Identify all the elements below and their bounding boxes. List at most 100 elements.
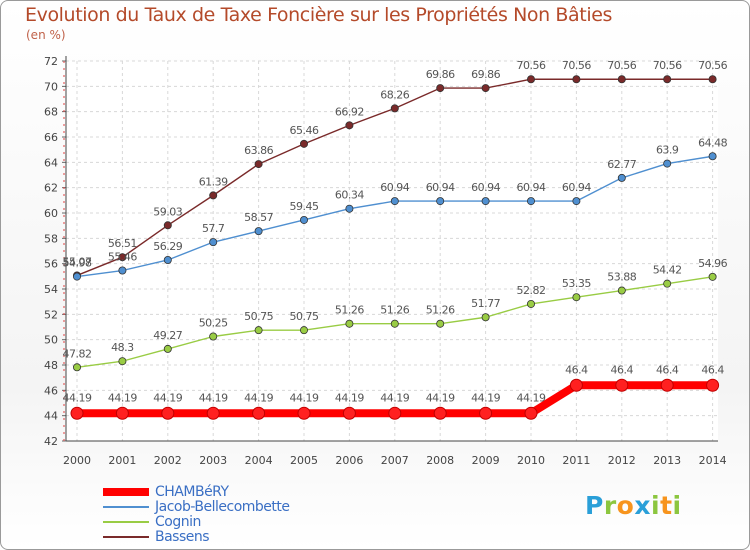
y-tick-label: 60 <box>44 207 58 220</box>
data-point <box>163 344 172 353</box>
data-label: 44.19 <box>199 391 228 404</box>
data-point <box>73 363 82 372</box>
x-tick-label: 2014 <box>699 454 727 467</box>
legend-swatch <box>103 488 149 496</box>
data-label: 46.4 <box>565 363 588 376</box>
y-tick-label: 52 <box>44 308 58 321</box>
data-label: 46.4 <box>656 363 679 376</box>
x-tick-label: 2002 <box>154 454 182 467</box>
y-tick-label: 66 <box>44 131 58 144</box>
data-label: 69.86 <box>426 68 455 81</box>
y-tick-label: 64 <box>44 156 58 169</box>
legend-item: Bassens <box>103 529 363 545</box>
data-point <box>660 378 674 392</box>
data-point <box>390 104 399 113</box>
x-tick-label: 2010 <box>517 454 545 467</box>
y-tick-label: 48 <box>44 359 58 372</box>
data-point <box>527 75 536 84</box>
data-point <box>615 378 629 392</box>
data-point <box>299 326 308 335</box>
data-label: 44.19 <box>335 391 364 404</box>
data-label: 60.94 <box>517 181 546 194</box>
data-label: 50.75 <box>244 310 273 323</box>
data-label: 44.19 <box>108 391 137 404</box>
x-tick-label: 2012 <box>608 454 636 467</box>
data-label: 63.9 <box>656 144 679 157</box>
logo-letter: r <box>603 491 617 520</box>
data-label: 44.19 <box>380 391 409 404</box>
data-point <box>479 406 493 420</box>
legend-label: Cognin <box>155 514 201 530</box>
data-point <box>206 406 220 420</box>
data-point <box>572 197 581 206</box>
y-tick-label: 68 <box>44 106 58 119</box>
data-label: 56.51 <box>108 237 137 250</box>
logo-letter: x <box>634 491 651 520</box>
data-point <box>254 160 263 169</box>
y-tick-label: 58 <box>44 232 58 245</box>
data-label: 56.29 <box>153 240 182 253</box>
data-point <box>663 279 672 288</box>
data-point <box>527 299 536 308</box>
logo-letter: o <box>616 491 635 520</box>
data-label: 70.56 <box>607 59 636 72</box>
legend-swatch <box>103 536 149 538</box>
x-tick-label: 2006 <box>335 454 363 467</box>
data-point <box>527 197 536 206</box>
data-label: 51.26 <box>380 304 409 317</box>
data-label: 64.48 <box>698 136 727 149</box>
data-label: 44.19 <box>63 391 92 404</box>
data-label: 60.94 <box>426 181 455 194</box>
data-label: 50.25 <box>199 317 228 330</box>
data-point <box>708 75 717 84</box>
data-point <box>209 332 218 341</box>
legend-label: CHAMBéRY <box>155 484 229 500</box>
data-point <box>299 215 308 224</box>
legend-item: Jacob-Bellecombette <box>103 499 363 515</box>
data-label: 63.86 <box>244 144 273 157</box>
data-label: 44.19 <box>471 391 500 404</box>
data-point <box>70 406 84 420</box>
data-label: 49.27 <box>153 329 182 342</box>
data-point <box>209 238 218 247</box>
data-point <box>115 406 129 420</box>
data-label: 44.19 <box>426 391 455 404</box>
data-label: 51.77 <box>471 297 500 310</box>
data-point <box>345 121 354 130</box>
data-point <box>481 313 490 322</box>
data-label: 69.86 <box>471 68 500 81</box>
data-point <box>388 406 402 420</box>
logo-letter: i <box>672 491 682 520</box>
y-tick-label: 72 <box>44 55 58 68</box>
data-label: 46.4 <box>611 363 634 376</box>
legend-swatch <box>103 521 149 523</box>
data-point <box>254 227 263 236</box>
data-point <box>163 221 172 230</box>
data-label: 59.45 <box>290 200 319 213</box>
data-point <box>708 152 717 161</box>
legend-swatch <box>103 506 149 508</box>
x-tick-label: 2001 <box>108 454 136 467</box>
data-point <box>252 406 266 420</box>
plot-area <box>66 61 718 441</box>
data-point <box>617 286 626 295</box>
data-point <box>342 406 356 420</box>
x-tick-label: 2008 <box>426 454 454 467</box>
data-point <box>572 75 581 84</box>
chart-title: Evolution du Taux de Taxe Foncière sur l… <box>25 4 613 26</box>
data-label: 60.34 <box>335 189 364 202</box>
data-label: 60.94 <box>380 181 409 194</box>
x-tick-label: 2000 <box>63 454 91 467</box>
proxiti-logo: Proxiti <box>585 491 682 520</box>
x-tick-label: 2004 <box>245 454 273 467</box>
legend-item: CHAMBéRY <box>103 484 363 500</box>
data-point <box>436 84 445 93</box>
data-point <box>663 75 672 84</box>
data-point <box>209 191 218 200</box>
x-tick-label: 2003 <box>199 454 227 467</box>
data-point <box>706 378 720 392</box>
data-label: 44.19 <box>244 391 273 404</box>
chart-subtitle: (en %) <box>26 28 66 42</box>
y-tick-label: 50 <box>44 334 58 347</box>
